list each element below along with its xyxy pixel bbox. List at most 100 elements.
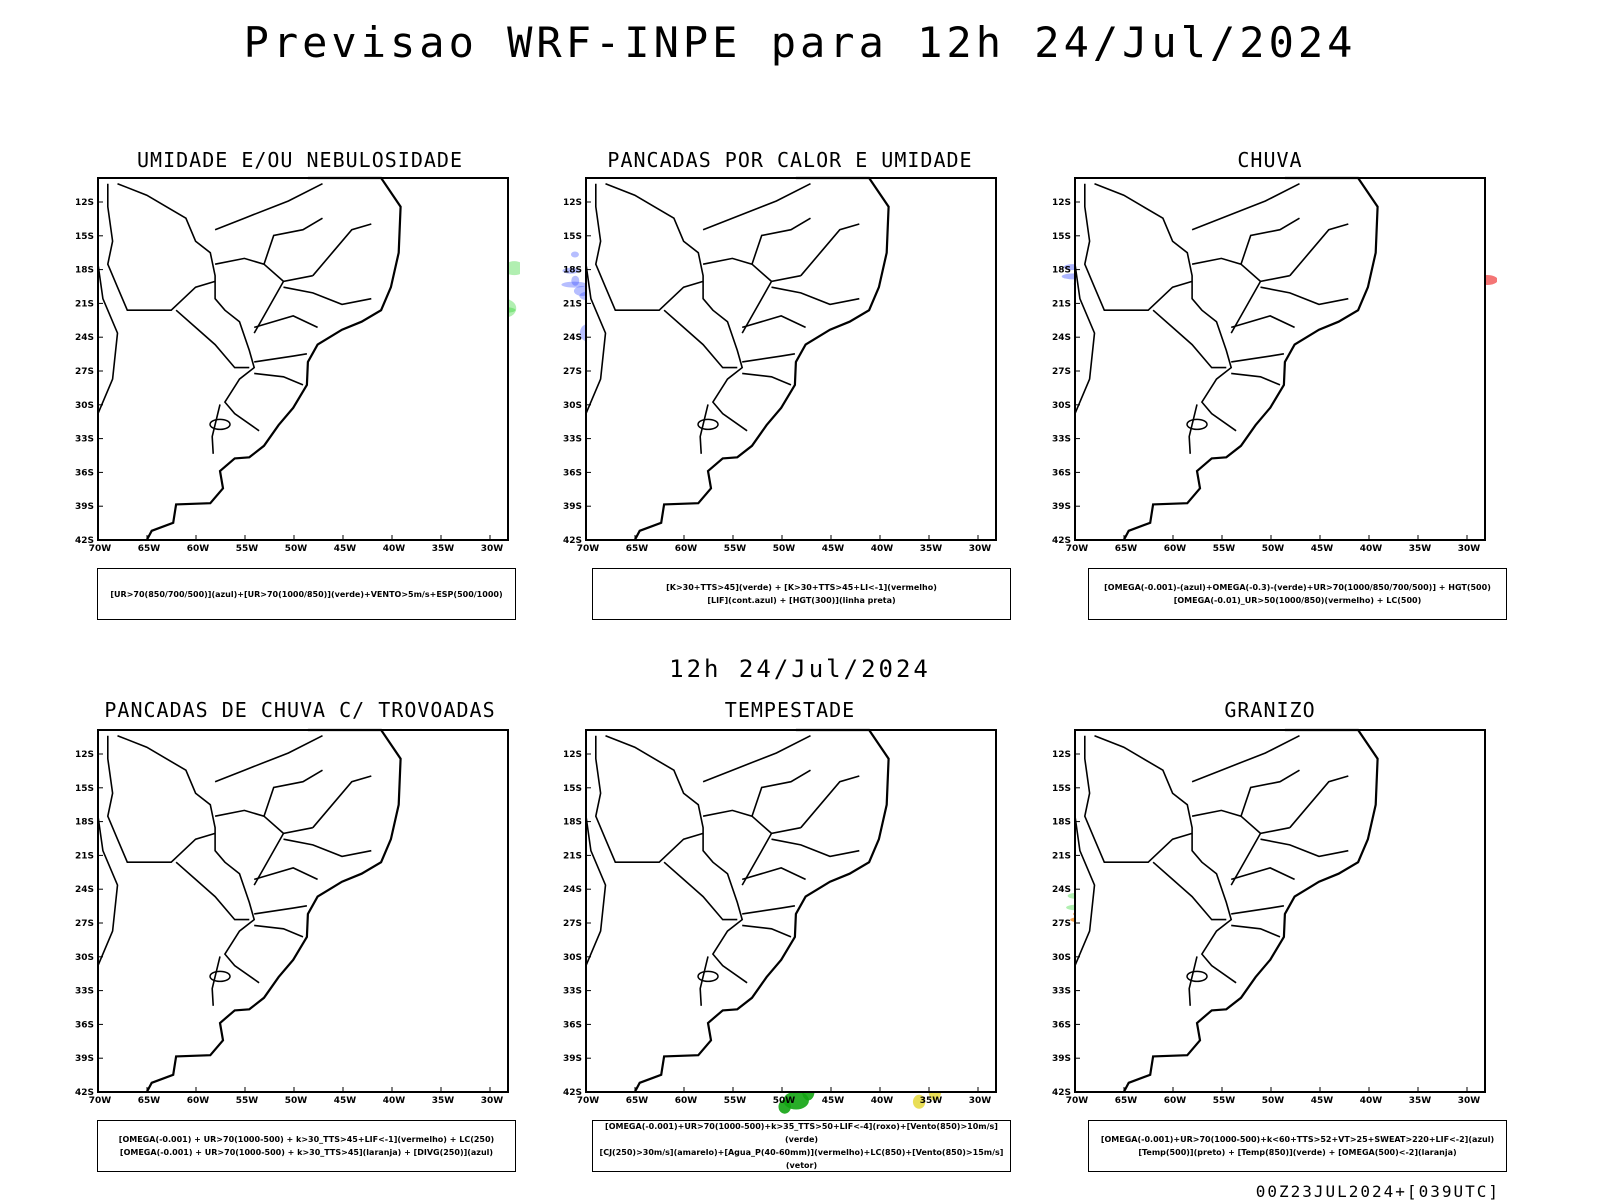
lat-tick-label: 15S [1052,232,1071,242]
state-border [1231,372,1281,386]
state-border [1191,809,1290,835]
base-map [1074,176,1486,541]
coastline [1122,176,1379,541]
lat-tick-label: 36S [563,1020,582,1030]
state-border [1074,816,1096,966]
base-map [97,176,509,541]
state-border [214,809,313,835]
base-map [585,176,997,541]
lat-tick-label: 12S [1052,198,1071,208]
lat-tick-label: 24S [1052,333,1071,343]
lif-blue-contour [562,267,580,274]
lat-tick-label: 24S [75,885,94,895]
lat-tick-label: 15S [75,232,94,242]
state-border [106,735,216,863]
map-granizo: -12-12-15-12-12-15-1212S15S18S21S24S27S3… [1052,728,1486,1106]
lat-tick-label: 12S [1052,750,1071,760]
lat-tick-label: 24S [563,885,582,895]
state-border [253,281,285,334]
legend-trovoadas: [OMEGA(-0.001) + UR>70(1000-500) + k>30_… [97,1120,516,1172]
state-border [1191,257,1290,283]
lon-tick-label: 65W [1115,544,1138,554]
lat-tick-label: 18S [563,818,582,828]
state-border [1083,735,1193,863]
lat-tick-label: 39S [75,502,94,512]
lat-tick-label: 18S [1052,818,1071,828]
lat-tick-label: 18S [563,266,582,276]
state-border [742,905,796,915]
state-border [1260,286,1349,306]
legend-pancadas-calor: [K>30+TTS>45](verde) + [K>30+TTS>45+LI<-… [592,568,1011,620]
state-border [254,924,304,938]
lat-tick-label: 18S [1052,266,1071,276]
lat-tick-label: 36S [75,1020,94,1030]
state-border [594,735,704,863]
lon-tick-label: 55W [236,1096,259,1106]
lon-tick-label: 65W [626,1096,649,1106]
lat-tick-label: 30S [563,401,582,411]
map-pancadas-calor: 9680968096009680960096009520944093609280… [561,176,997,554]
map-chuva: 5915825855795765735705675645615885825795… [1052,176,1497,554]
lat-tick-label: 42S [563,1088,582,1098]
state-border [263,217,323,265]
lon-tick-label: 65W [1115,1096,1138,1106]
plot-frame [585,177,997,541]
lat-tick-label: 27S [75,367,94,377]
lat-tick-label: 18S [75,266,94,276]
panel-title-trovoadas: PANCADAS DE CHUVA C/ TROVOADAS [104,698,496,722]
legend-line: [OMEGA(-0.001) + UR>70(1000-500) + k>30_… [119,1148,494,1157]
legend-line: [OMEGA(-0.001)+UR>70(1000-500)+k>35_TTS>… [605,1122,998,1144]
lagoon-outline [1186,970,1208,983]
state-border [702,809,801,835]
state-border [211,404,221,454]
state-border [699,956,709,1006]
lon-tick-label: 40W [383,544,406,554]
state-border [771,838,860,858]
base-map [585,728,997,1093]
lagoon-outline [209,970,231,983]
lat-tick-label: 39S [563,1054,582,1064]
lon-tick-label: 70W [89,544,112,554]
lat-tick-label: 27S [1052,919,1071,929]
lagoon-outline [697,418,719,431]
state-border [254,353,308,363]
wind850-green-fill [783,1091,809,1110]
state-border [1231,353,1285,363]
legend-line: [UR>70(850/700/500)](azul)+[UR>70(1000/8… [110,589,503,599]
lat-tick-label: 30S [75,953,94,963]
state-border [663,861,738,921]
lat-tick-label: 27S [1052,367,1071,377]
lon-tick-label: 45W [334,1096,357,1106]
lat-tick-label: 27S [563,367,582,377]
lon-tick-label: 35W [432,1096,455,1106]
lon-tick-label: 55W [724,1096,747,1106]
state-border [741,833,773,886]
state-border [771,286,860,306]
lat-tick-label: 15S [75,784,94,794]
lon-tick-label: 60W [675,1096,698,1106]
state-border [1074,264,1096,414]
lat-tick-label: 21S [75,299,94,309]
lon-tick-label: 30W [481,544,504,554]
lon-tick-label: 45W [1311,544,1334,554]
lat-tick-label: 33S [563,987,582,997]
lon-tick-label: 35W [1409,1096,1432,1106]
lon-tick-label: 60W [187,544,210,554]
lon-tick-label: 40W [871,544,894,554]
plot-frame [585,729,997,1093]
state-border [1240,769,1300,817]
legend-line: [K>30+TTS>45](verde) + [K>30+TTS>45+LI<-… [666,583,937,592]
state-border [1230,315,1295,329]
state-border [254,905,308,915]
state-border [1289,223,1349,277]
state-border [97,816,119,966]
lon-tick-label: 70W [577,544,600,554]
state-border [1188,956,1198,1006]
lon-tick-label: 50W [1262,544,1285,554]
lat-tick-label: 36S [75,468,94,478]
lon-tick-label: 35W [920,1096,943,1106]
state-border [1289,775,1349,829]
lat-tick-label: 30S [75,401,94,411]
lif-blue-contour [571,275,580,286]
